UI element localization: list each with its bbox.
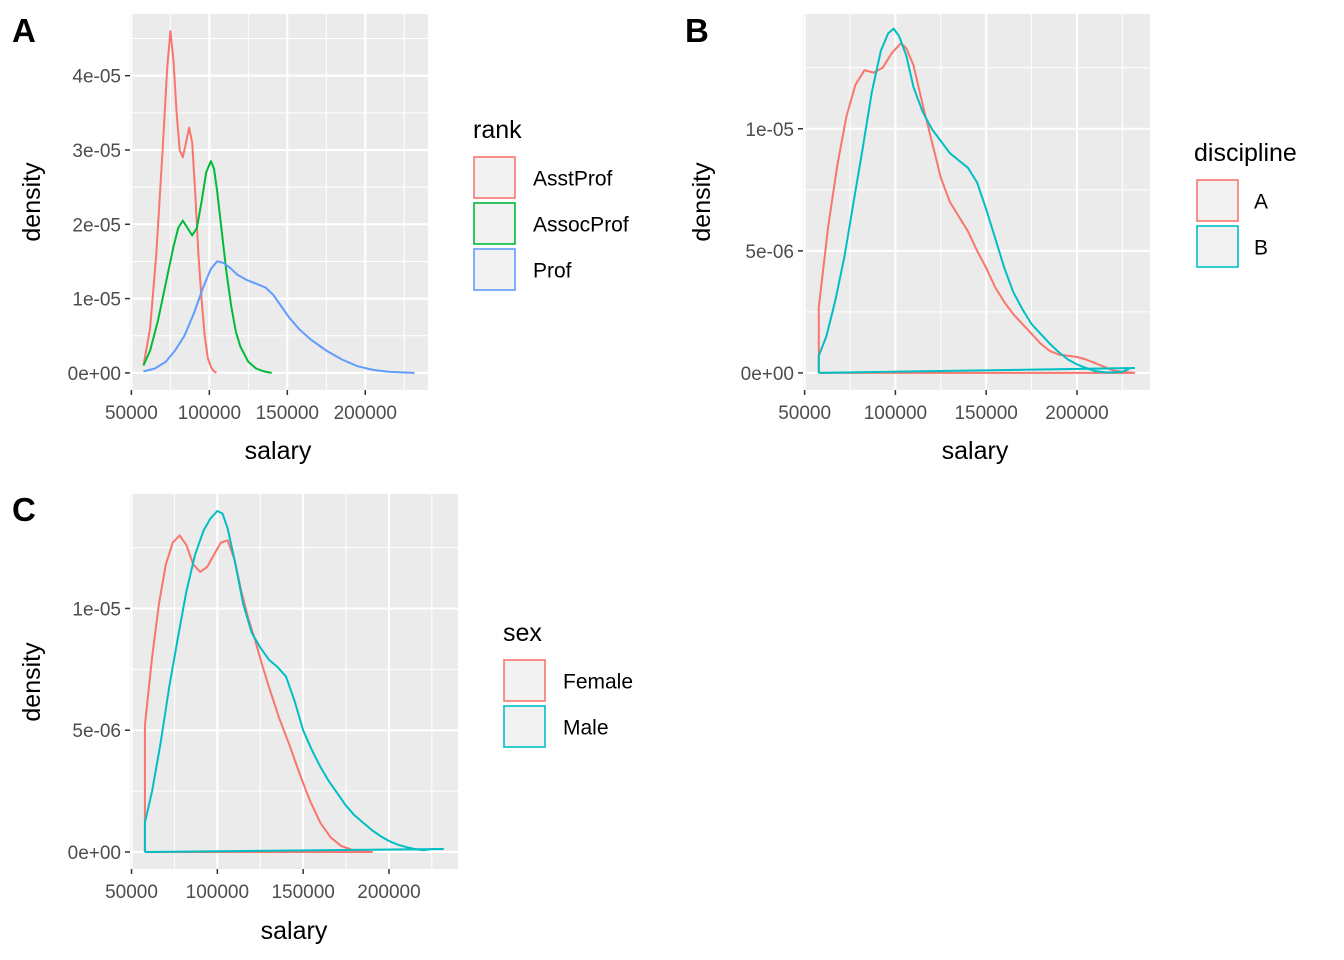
x-tick-label: 150000 — [256, 403, 319, 424]
legend-label: Male — [563, 717, 609, 740]
x-tick-label: 100000 — [178, 403, 241, 424]
x-axis-title: salary — [942, 437, 1009, 465]
x-axis-title: salary — [245, 437, 312, 465]
legend-label: AssocProf — [533, 214, 629, 237]
y-axis-title: density — [688, 162, 716, 242]
y-tick-label: 1e-05 — [72, 290, 121, 311]
x-tick-label: 100000 — [186, 882, 249, 903]
panel-B: B 50000 100000 150000 200000 0e+00 5e-06 1e-05 s… — [685, 12, 1297, 465]
x-tick-label: 50000 — [105, 882, 158, 903]
density-line-B — [817, 27, 1136, 374]
legend-key-bg — [472, 201, 517, 246]
panel-tag: A — [12, 12, 36, 49]
y-tick-label: 3e-05 — [72, 141, 121, 162]
panel-C: C 50000 100000 150000 200000 0e+00 5e-06 1e-05 s… — [12, 491, 633, 945]
x-tick-label: 150000 — [271, 882, 334, 903]
legend-key-bg — [502, 658, 547, 703]
y-tick-label: 0e+00 — [68, 843, 121, 864]
density-line-A — [817, 42, 1136, 374]
legend-key-B — [1196, 225, 1239, 268]
legend-key-bg — [1195, 178, 1240, 223]
legend-title: rank — [473, 116, 522, 144]
y-tick-label: 5e-06 — [72, 721, 121, 742]
legend-label: B — [1254, 237, 1268, 260]
y-tick-label: 0e+00 — [741, 364, 794, 385]
legend-title: discipline — [1194, 139, 1297, 167]
legend-key-bg — [1195, 224, 1240, 269]
y-axis-title: density — [18, 642, 46, 722]
legend-label: AsstProf — [533, 168, 613, 191]
legend-title: sex — [503, 619, 542, 647]
legend-key-bg — [472, 247, 517, 292]
legend-key-A — [1196, 179, 1239, 222]
x-tick-label: 200000 — [357, 882, 420, 903]
density-line-Male — [143, 510, 445, 853]
panel-A: A 50000 100000 150000 200000 0e+00 1e-05 2e-05 3… — [12, 12, 629, 465]
panel-tag: B — [685, 12, 709, 49]
legend: discipline AB — [1194, 139, 1297, 269]
legend: rank AsstProf AssocProf Prof — [472, 116, 629, 292]
series-group — [817, 27, 1136, 374]
density-line-AsstProf — [142, 30, 217, 374]
density-line-Prof — [143, 260, 415, 374]
plot-background — [803, 14, 1150, 390]
legend-key-Male — [503, 705, 546, 748]
y-tick-label: 2e-05 — [72, 215, 121, 236]
y-tick-label: 0e+00 — [68, 364, 121, 385]
legend-label: Female — [563, 671, 633, 694]
legend-key-Female — [503, 659, 546, 702]
legend-label: Prof — [533, 260, 572, 283]
legend-key-AsstProf — [473, 156, 516, 199]
density-line-AssocProf — [142, 160, 272, 374]
legend-key-bg — [472, 155, 517, 200]
x-tick-label: 100000 — [864, 403, 927, 424]
y-tick-label: 1e-05 — [745, 120, 794, 141]
x-tick-label: 200000 — [1045, 403, 1108, 424]
series-group — [143, 510, 445, 853]
legend-key-Prof — [473, 248, 516, 291]
x-tick-label: 50000 — [778, 403, 831, 424]
legend: sex Female Male — [502, 619, 633, 749]
y-tick-label: 1e-05 — [72, 599, 121, 620]
x-tick-label: 150000 — [954, 403, 1017, 424]
legend-key-AssocProf — [473, 202, 516, 245]
x-tick-label: 200000 — [334, 403, 397, 424]
y-axis-title: density — [18, 162, 46, 242]
series-group — [142, 30, 415, 374]
panel-tag: C — [12, 491, 36, 528]
x-axis-title: salary — [261, 917, 328, 945]
x-tick-label: 50000 — [105, 403, 158, 424]
y-tick-label: 4e-05 — [72, 67, 121, 88]
legend-label: A — [1254, 191, 1268, 214]
plot-background — [130, 494, 458, 869]
legend-key-bg — [502, 704, 547, 749]
y-tick-label: 5e-06 — [745, 242, 794, 263]
